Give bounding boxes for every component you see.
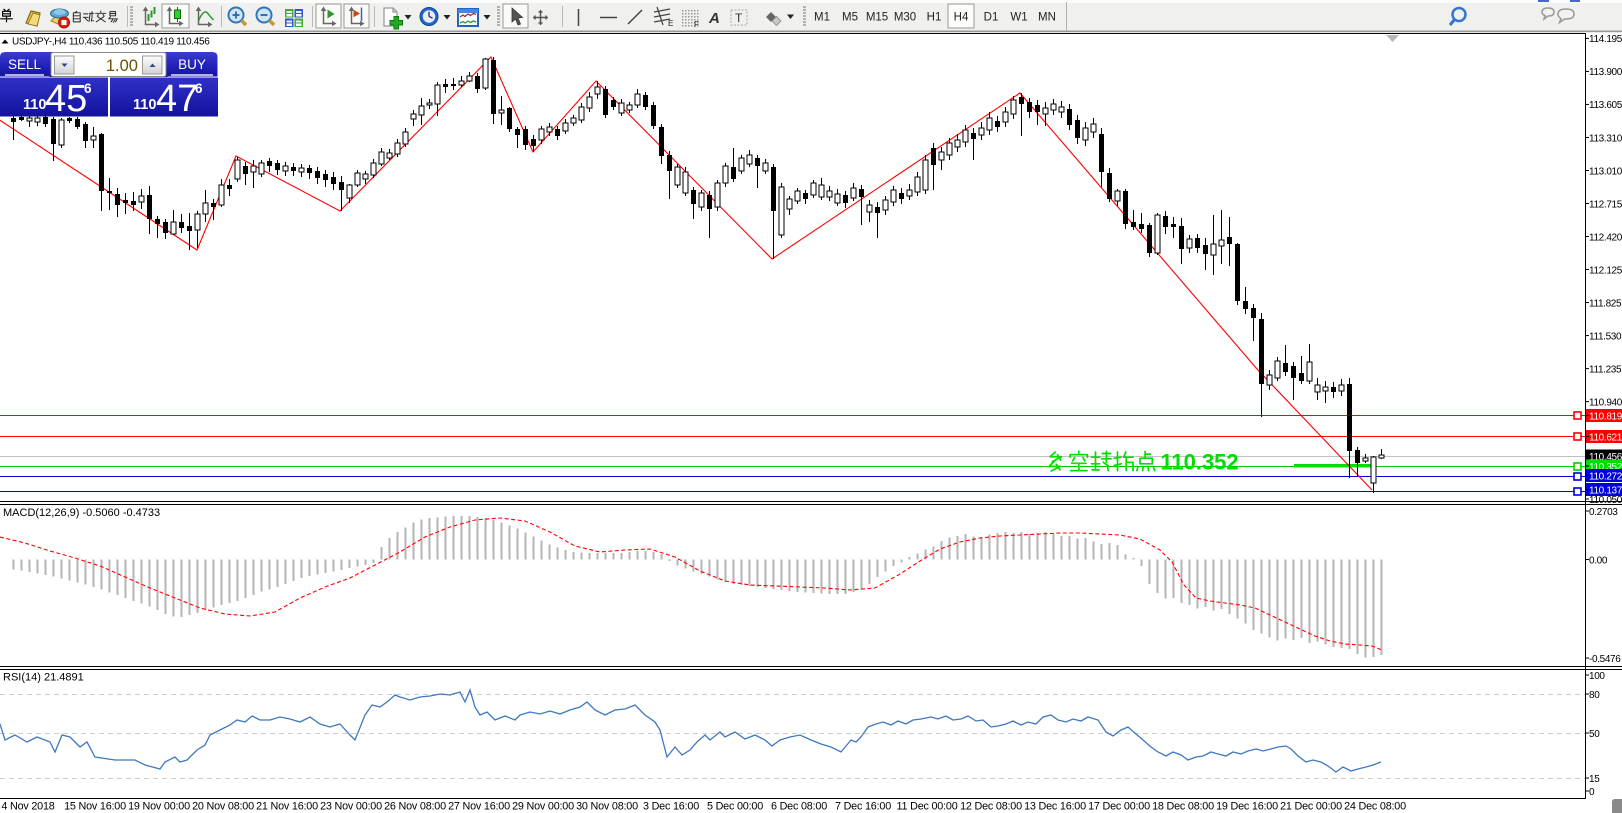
svg-text:30 Nov 08:00: 30 Nov 08:00	[576, 801, 638, 813]
svg-text:E: E	[668, 19, 673, 28]
svg-text:111.530: 111.530	[1589, 331, 1622, 342]
svg-text:6 Dec 08:00: 6 Dec 08:00	[771, 801, 827, 813]
svg-text:114.195: 114.195	[1589, 34, 1622, 45]
svg-text:19 Nov 00:00: 19 Nov 00:00	[128, 801, 190, 813]
svg-text:21 Nov 16:00: 21 Nov 16:00	[256, 801, 318, 813]
svg-text:0: 0	[1589, 787, 1595, 798]
svg-text:110.819: 110.819	[1589, 411, 1622, 422]
svg-text:MN: MN	[1038, 12, 1056, 24]
svg-text:MACD(12,26,9) -0.5060 -0.4733: MACD(12,26,9) -0.5060 -0.4733	[3, 507, 160, 519]
svg-text:6: 6	[195, 81, 203, 96]
svg-text:M30: M30	[894, 12, 916, 24]
svg-text:H1: H1	[927, 12, 942, 24]
svg-text:M15: M15	[866, 12, 888, 24]
svg-text:20 Nov 08:00: 20 Nov 08:00	[192, 801, 254, 813]
svg-text:45: 45	[45, 78, 87, 120]
svg-text:-0.5476: -0.5476	[1589, 654, 1621, 665]
svg-text:A: A	[708, 10, 720, 27]
svg-text:110.272: 110.272	[1589, 471, 1622, 482]
svg-text:110.940: 110.940	[1589, 397, 1622, 408]
svg-text:15 Nov 16:00: 15 Nov 16:00	[64, 801, 126, 813]
svg-text:113.010: 113.010	[1589, 166, 1622, 177]
svg-text:13 Dec 16:00: 13 Dec 16:00	[1024, 801, 1086, 813]
svg-text:17 Dec 00:00: 17 Dec 00:00	[1088, 801, 1150, 813]
svg-text:BUY: BUY	[178, 57, 206, 72]
svg-text:6: 6	[84, 81, 92, 96]
svg-text:1.00: 1.00	[106, 57, 138, 75]
svg-text:M5: M5	[842, 12, 858, 24]
svg-text:113.900: 113.900	[1589, 67, 1622, 78]
svg-text:113.310: 113.310	[1589, 133, 1622, 144]
svg-text:112.125: 112.125	[1589, 265, 1622, 276]
svg-text:47: 47	[156, 78, 198, 120]
svg-text:26 Nov 08:00: 26 Nov 08:00	[384, 801, 446, 813]
svg-text:18 Dec 08:00: 18 Dec 08:00	[1152, 801, 1214, 813]
svg-text:SELL: SELL	[8, 57, 42, 72]
svg-text:M1: M1	[814, 12, 830, 24]
svg-text:11 Dec 00:00: 11 Dec 00:00	[896, 801, 957, 813]
svg-text:RSI(14) 21.4891: RSI(14) 21.4891	[3, 672, 84, 684]
svg-text:USDJPY-,H4 110.436 110.505 11: USDJPY-,H4 110.436 110.505 110.419 110.4…	[12, 37, 210, 48]
svg-text:F: F	[694, 20, 699, 29]
svg-text:21 Dec 00:00: 21 Dec 00:00	[1280, 801, 1342, 813]
svg-text:H4: H4	[954, 12, 969, 24]
svg-text:112.715: 112.715	[1589, 199, 1622, 210]
svg-text:110.352: 110.352	[1589, 462, 1622, 473]
svg-text:T: T	[735, 11, 743, 25]
svg-text:D1: D1	[984, 12, 999, 24]
svg-text:4 Nov 2018: 4 Nov 2018	[1, 801, 54, 813]
svg-text:110.621: 110.621	[1589, 432, 1622, 443]
svg-text:23 Nov 00:00: 23 Nov 00:00	[320, 801, 382, 813]
svg-text:50: 50	[1589, 729, 1600, 740]
svg-text:110.137: 110.137	[1589, 485, 1622, 496]
svg-text:5 Dec 00:00: 5 Dec 00:00	[707, 801, 763, 813]
svg-text:110: 110	[133, 97, 156, 113]
svg-text:110: 110	[23, 97, 46, 113]
svg-text:29 Nov 00:00: 29 Nov 00:00	[512, 801, 574, 813]
svg-text:0.2703: 0.2703	[1589, 507, 1618, 518]
svg-text:7 Dec 16:00: 7 Dec 16:00	[835, 801, 891, 813]
svg-text:W1: W1	[1010, 12, 1027, 24]
svg-text:12 Dec 08:00: 12 Dec 08:00	[960, 801, 1022, 813]
svg-text:110.050: 110.050	[1589, 495, 1622, 506]
svg-text:110.352: 110.352	[1160, 449, 1238, 474]
svg-text:113.605: 113.605	[1589, 100, 1622, 111]
svg-text:110.456: 110.456	[1589, 452, 1622, 463]
svg-text:111.825: 111.825	[1589, 298, 1622, 309]
svg-text:111.235: 111.235	[1589, 364, 1622, 375]
svg-text:100: 100	[1589, 671, 1605, 682]
svg-text:0.00: 0.00	[1589, 555, 1608, 566]
svg-text:27 Nov 16:00: 27 Nov 16:00	[448, 801, 510, 813]
svg-text:80: 80	[1589, 690, 1600, 701]
svg-text:112.420: 112.420	[1589, 232, 1622, 243]
svg-text:15: 15	[1589, 774, 1600, 785]
svg-text:3 Dec 16:00: 3 Dec 16:00	[643, 801, 699, 813]
svg-text:19 Dec 16:00: 19 Dec 16:00	[1216, 801, 1278, 813]
svg-text:24 Dec 08:00: 24 Dec 08:00	[1344, 801, 1406, 813]
